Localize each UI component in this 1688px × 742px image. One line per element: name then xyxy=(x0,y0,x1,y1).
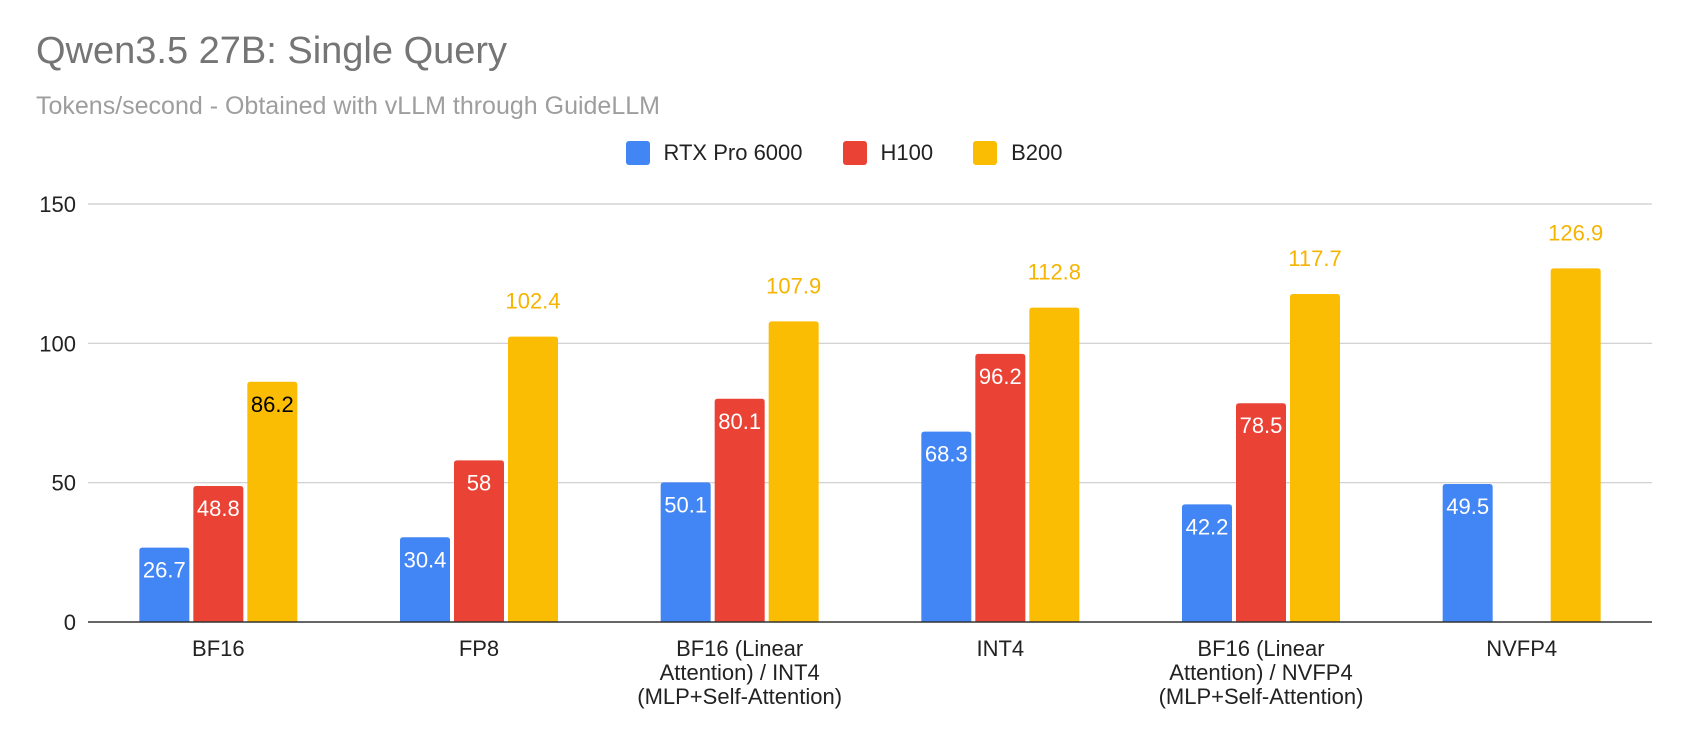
chart-subtitle: Tokens/second - Obtained with vLLM throu… xyxy=(36,92,660,120)
bar xyxy=(1236,403,1286,622)
y-tick-label: 100 xyxy=(39,331,76,356)
legend-item-h100[interactable]: H100 xyxy=(842,140,934,166)
bar xyxy=(139,547,190,622)
bar xyxy=(1442,484,1493,622)
x-category-label: BF16 xyxy=(192,636,245,661)
x-category-label: BF16 (Linear xyxy=(676,636,803,661)
legend-label: B200 xyxy=(1011,140,1063,165)
legend-swatch xyxy=(842,141,867,165)
y-tick-label: 150 xyxy=(39,192,76,217)
data-label: 68.3 xyxy=(925,442,968,467)
data-label: 112.8 xyxy=(1028,260,1081,285)
legend-swatch xyxy=(625,141,650,165)
bar xyxy=(921,431,972,622)
legend-label: H100 xyxy=(880,140,934,165)
chart-title: Qwen3.5 27B: Single Query xyxy=(36,30,508,72)
bar xyxy=(660,482,711,622)
x-category-label: Attention) / NVFP4 xyxy=(1169,660,1352,685)
x-category-label: FP8 xyxy=(459,636,499,661)
bar xyxy=(1290,294,1340,622)
x-category-label: BF16 (Linear xyxy=(1197,636,1324,661)
data-label: 50.1 xyxy=(664,492,707,517)
legend-item-b200[interactable]: B200 xyxy=(973,140,1063,166)
data-label: 80.1 xyxy=(718,409,761,434)
data-label: 58 xyxy=(467,470,491,495)
x-category-label: Attention) / INT4 xyxy=(660,660,820,685)
x-category-label: INT4 xyxy=(976,636,1024,661)
data-label: 49.5 xyxy=(1446,494,1489,519)
bar xyxy=(454,460,504,622)
bar xyxy=(1182,504,1232,622)
data-label: 126.9 xyxy=(1548,220,1603,245)
data-label: 107.9 xyxy=(766,273,821,298)
data-label: 102.4 xyxy=(505,289,560,314)
bar xyxy=(247,381,298,622)
x-category-label: NVFP4 xyxy=(1486,636,1557,661)
x-category-label: (MLP+Self-Attention) xyxy=(1159,684,1364,709)
bar xyxy=(400,537,450,622)
data-label: 117.7 xyxy=(1288,246,1341,271)
bar xyxy=(193,486,244,622)
bar xyxy=(975,353,1026,622)
bar xyxy=(714,398,765,622)
bar xyxy=(768,321,819,622)
bar xyxy=(1029,307,1080,622)
data-label: 42.2 xyxy=(1186,514,1229,539)
y-tick-label: 0 xyxy=(64,610,76,635)
bar xyxy=(1550,268,1601,622)
legend: RTX Pro 6000 H100 B200 xyxy=(0,140,1688,166)
data-label: 78.5 xyxy=(1240,413,1283,438)
y-tick-label: 50 xyxy=(52,471,76,496)
bar xyxy=(508,336,558,622)
data-label: 30.4 xyxy=(404,547,447,572)
data-label: 86.2 xyxy=(251,392,294,417)
x-category-label: (MLP+Self-Attention) xyxy=(637,684,842,709)
legend-item-rtx-pro-6000[interactable]: RTX Pro 6000 xyxy=(625,140,803,166)
data-label: 48.8 xyxy=(197,496,240,521)
data-label: 26.7 xyxy=(143,558,186,583)
data-label: 96.2 xyxy=(979,364,1022,389)
legend-label: RTX Pro 6000 xyxy=(663,140,803,165)
legend-swatch xyxy=(973,141,998,165)
